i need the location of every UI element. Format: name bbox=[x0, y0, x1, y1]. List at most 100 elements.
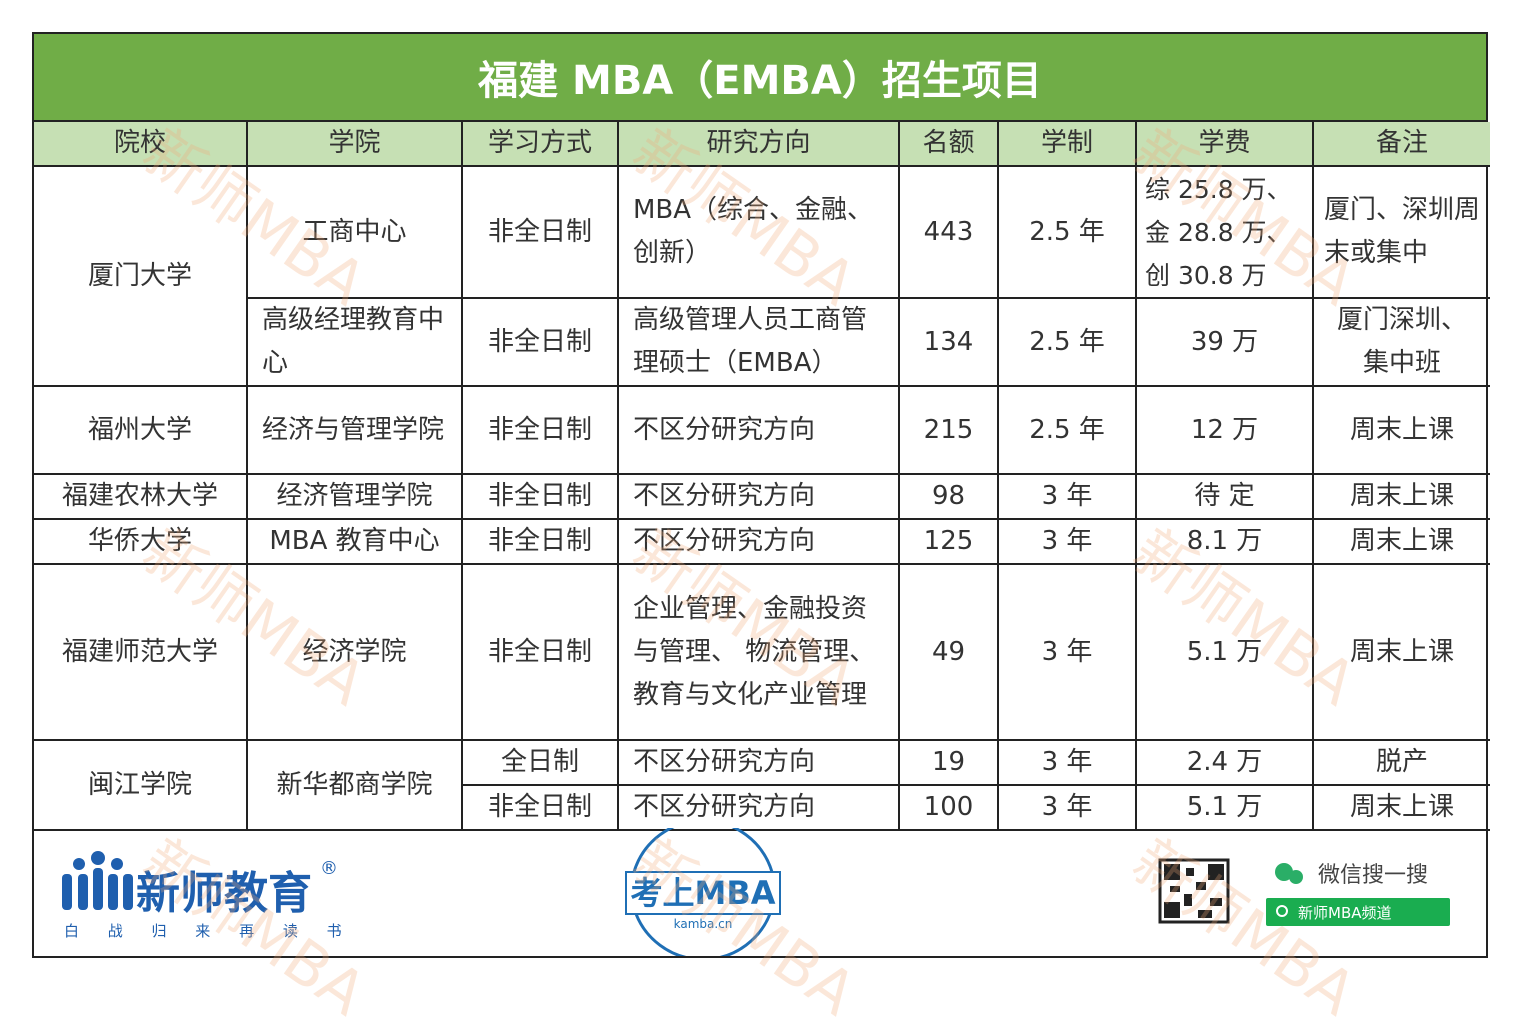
cell: 新华都商学院 bbox=[246, 739, 463, 831]
row: 福建农林大学 经济管理学院 非全日制 不区分研究方向 98 3 年 待 定 周末… bbox=[34, 473, 1490, 520]
cell: 福建农林大学 bbox=[34, 473, 248, 520]
th: 学习方式 bbox=[461, 122, 619, 167]
cell: 215 bbox=[898, 385, 999, 475]
wechat-icon bbox=[1275, 863, 1293, 881]
cell: 非全日制 bbox=[461, 518, 619, 565]
cell: 周末上课 bbox=[1312, 784, 1490, 831]
cell: 非全日制 bbox=[462, 784, 619, 831]
cell: 高级管理人员工商管理硕士（EMBA） bbox=[617, 297, 900, 387]
cell: 不区分研究方向 bbox=[617, 385, 900, 475]
document: 福建 MBA（EMBA）招生项目 院校 学院 学习方式 研究方向 名额 学制 学… bbox=[32, 32, 1490, 958]
cell: 非全日制 bbox=[461, 473, 619, 520]
row: 高级经理教育中心 非全日制 高级管理人员工商管理硕士（EMBA） 134 2.5… bbox=[34, 297, 1490, 387]
cell: 非全日制 bbox=[461, 297, 619, 387]
cell: MBA（综合、金融、创新） bbox=[617, 165, 900, 299]
th: 名额 bbox=[898, 122, 999, 167]
cell: 经济学院 bbox=[246, 563, 463, 741]
row: 福州大学 经济与管理学院 非全日制 不区分研究方向 215 2.5 年 12 万… bbox=[34, 385, 1490, 475]
th: 研究方向 bbox=[617, 122, 900, 167]
cell: 3 年 bbox=[997, 739, 1137, 786]
logo-arc bbox=[632, 828, 774, 873]
cell: 待 定 bbox=[1135, 473, 1314, 520]
cell: 不区分研究方向 bbox=[617, 739, 900, 786]
cell: 经济管理学院 bbox=[246, 473, 463, 520]
title: 福建 MBA（EMBA）招生项目 bbox=[34, 34, 1486, 122]
cell: 8.1 万 bbox=[1135, 518, 1314, 565]
footer: 新师教育 ® 白 战 归 来 再 读 书 考上MBA kamba.cn 微信搜一… bbox=[34, 828, 1486, 956]
cell: 443 bbox=[898, 165, 999, 299]
cell: 98 bbox=[898, 473, 999, 520]
brand: 新师教育 bbox=[136, 868, 312, 919]
logo-arc bbox=[632, 907, 774, 956]
cell: 39 万 bbox=[1135, 297, 1314, 387]
cell: 2.5 年 bbox=[997, 165, 1137, 299]
registered: ® bbox=[320, 858, 338, 879]
cell: 周末上课 bbox=[1312, 563, 1490, 741]
th: 学费 bbox=[1135, 122, 1314, 167]
wechat-label: 微信搜一搜 bbox=[1318, 863, 1428, 888]
cell: 高级经理教育中心 bbox=[247, 297, 463, 387]
cell: 3 年 bbox=[997, 518, 1137, 565]
cell: 19 bbox=[898, 739, 999, 786]
cell: 3 年 bbox=[997, 473, 1137, 520]
cell: 脱产 bbox=[1312, 739, 1490, 786]
cell: 2.5 年 bbox=[997, 297, 1137, 387]
th: 院校 bbox=[34, 122, 248, 167]
cell: 非全日制 bbox=[461, 165, 619, 299]
cell: 2.4 万 bbox=[1135, 739, 1314, 786]
logo-box bbox=[625, 871, 781, 915]
cell: 5.1 万 bbox=[1135, 563, 1314, 741]
cell: 134 bbox=[898, 297, 999, 387]
page: 福建 MBA（EMBA）招生项目 院校 学院 学习方式 研究方向 名额 学制 学… bbox=[32, 32, 1490, 1030]
center-url: kamba.cn bbox=[674, 917, 733, 931]
qr-code bbox=[1158, 858, 1230, 924]
th: 学院 bbox=[246, 122, 463, 167]
cell: 5.1 万 bbox=[1135, 784, 1314, 831]
search-box bbox=[1266, 898, 1450, 926]
cell: 华侨大学 bbox=[34, 518, 248, 565]
cell: 福州大学 bbox=[34, 385, 248, 475]
header-row: 院校 学院 学习方式 研究方向 名额 学制 学费 备注 bbox=[34, 122, 1490, 167]
th: 学制 bbox=[997, 122, 1137, 167]
row: 非全日制 不区分研究方向 100 3 年 5.1 万 周末上课 bbox=[34, 784, 1490, 831]
cell: 2.5 年 bbox=[997, 385, 1137, 475]
cell: 非全日制 bbox=[461, 385, 619, 475]
cell: MBA 教育中心 bbox=[246, 518, 463, 565]
row: 厦门大学 工商中心 非全日制 MBA（综合、金融、创新） 443 2.5 年 综… bbox=[34, 165, 1490, 387]
search-label: 新师MBA频道 bbox=[1298, 904, 1392, 922]
brand-icon bbox=[62, 851, 133, 910]
cell: 厦门、深圳周末或集中 bbox=[1312, 165, 1490, 299]
row: 福建师范大学 经济学院 非全日制 企业管理、金融投资与管理、 物流管理、教育与文… bbox=[34, 563, 1490, 741]
cell: 全日制 bbox=[461, 739, 619, 786]
row: 闽江学院 新华都商学院 全日制 不区分研究方向 19 3 年 2.4 万 脱产 bbox=[34, 739, 1490, 831]
cell: 不区分研究方向 bbox=[617, 473, 900, 520]
cell: 周末上课 bbox=[1312, 385, 1490, 475]
cell: 工商中心 bbox=[246, 165, 463, 299]
th: 备注 bbox=[1312, 122, 1490, 167]
cell: 周末上课 bbox=[1312, 518, 1490, 565]
wechat-icon bbox=[1289, 870, 1303, 884]
cell: 12 万 bbox=[1135, 385, 1314, 475]
cell: 闽江学院 bbox=[34, 739, 248, 831]
center-logo: 考上MBA bbox=[630, 874, 775, 912]
cell: 100 bbox=[898, 784, 999, 831]
cell: 不区分研究方向 bbox=[617, 518, 900, 565]
cell: 厦门大学 bbox=[34, 165, 248, 387]
cell: 非全日制 bbox=[461, 563, 619, 741]
search-icon bbox=[1276, 905, 1288, 917]
cell: 3 年 bbox=[997, 784, 1137, 831]
footer-graphics: 新师教育 ® 白 战 归 来 再 读 书 考上MBA kamba.cn 微信搜一… bbox=[62, 828, 1450, 956]
cell: 不区分研究方向 bbox=[617, 784, 900, 831]
cell: 厦门深圳、集中班 bbox=[1312, 297, 1490, 387]
table: 院校 学院 学习方式 研究方向 名额 学制 学费 备注 厦门大学 工商中心 非全… bbox=[34, 122, 1490, 831]
cell: 125 bbox=[898, 518, 999, 565]
cell: 综 25.8 万、金 28.8 万、创 30.8 万 bbox=[1135, 165, 1314, 299]
cell: 企业管理、金融投资与管理、 物流管理、教育与文化产业管理 bbox=[617, 563, 900, 741]
slogan: 白 战 归 来 再 读 书 bbox=[64, 922, 354, 940]
cell: 周末上课 bbox=[1312, 473, 1490, 520]
cell: 福建师范大学 bbox=[34, 563, 248, 741]
cell: 49 bbox=[898, 563, 999, 741]
row: 华侨大学 MBA 教育中心 非全日制 不区分研究方向 125 3 年 8.1 万… bbox=[34, 518, 1490, 565]
cell: 3 年 bbox=[997, 563, 1137, 741]
cell: 经济与管理学院 bbox=[246, 385, 463, 475]
